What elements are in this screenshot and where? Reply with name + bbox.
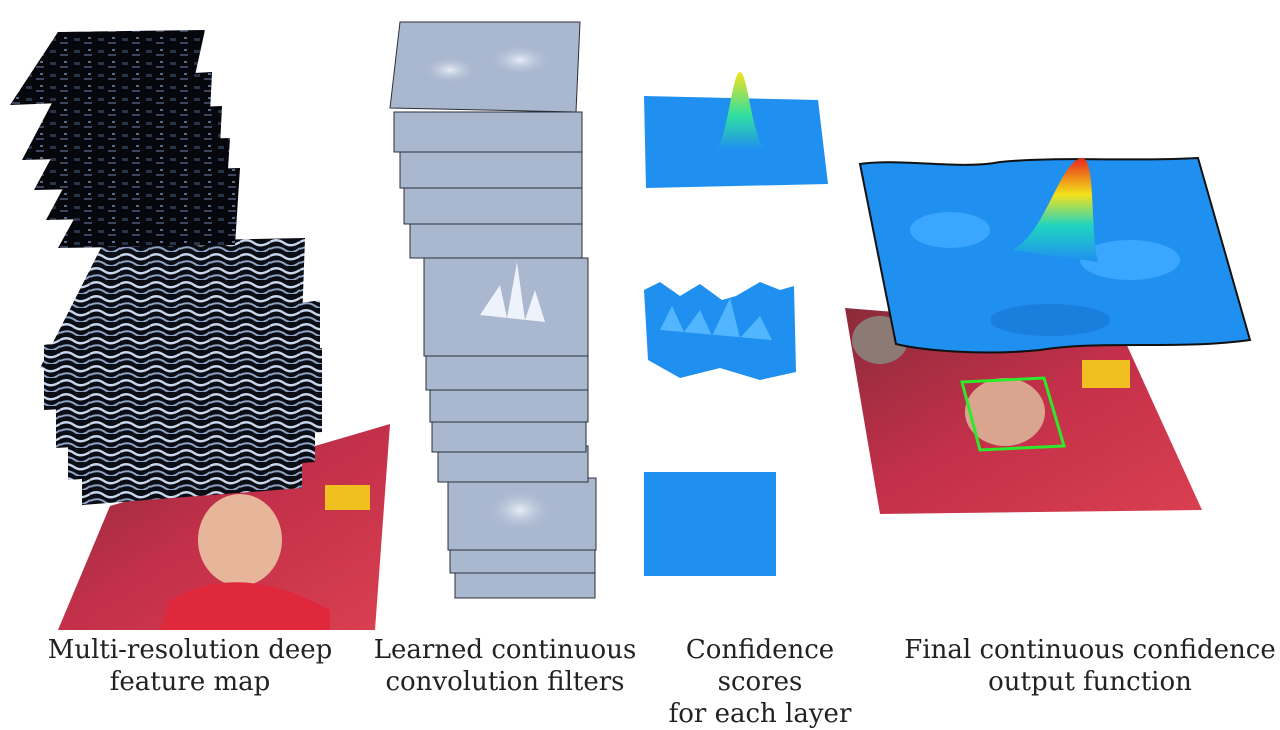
feature-map-stack bbox=[10, 30, 390, 630]
caption-scores: Confidence scores for each layer bbox=[640, 634, 880, 730]
caption-output: Final continuous confidence output funct… bbox=[900, 634, 1280, 698]
final-confidence-surface bbox=[858, 156, 1252, 354]
caption-output-line2: output function bbox=[988, 667, 1192, 697]
caption-filters: Learned continuous convolution filters bbox=[360, 634, 650, 698]
score-surface-3 bbox=[644, 472, 776, 576]
filter-layer bbox=[389, 21, 581, 113]
caption-features-line1: Multi-resolution deep bbox=[47, 635, 333, 665]
tracking-bounding-box bbox=[960, 376, 1066, 452]
feature-layer bbox=[10, 30, 205, 105]
final-output bbox=[845, 156, 1252, 514]
filter-layer bbox=[429, 387, 589, 423]
caption-output-line1: Final continuous confidence bbox=[904, 635, 1276, 665]
caption-filters-line1: Learned continuous bbox=[373, 635, 637, 665]
filter-layer bbox=[393, 111, 583, 153]
caption-scores-line1: Confidence scores bbox=[685, 635, 835, 697]
filter-layer bbox=[425, 355, 589, 391]
caption-filters-line2: convolution filters bbox=[385, 667, 625, 697]
method-diagram bbox=[10, 21, 1252, 630]
score-surface-1 bbox=[644, 72, 828, 188]
filter-layer bbox=[403, 187, 583, 225]
feature-layer bbox=[40, 238, 305, 378]
filter-layer bbox=[431, 417, 587, 453]
filter-layer bbox=[423, 257, 589, 357]
filter-layer bbox=[399, 151, 583, 189]
caption-features: Multi-resolution deep feature map bbox=[40, 634, 340, 698]
feature-photo bbox=[58, 424, 390, 630]
confidence-score-layers bbox=[644, 72, 828, 576]
caption-scores-line2: for each layer bbox=[668, 699, 852, 729]
filter-layer bbox=[409, 221, 583, 259]
caption-features-line2: feature map bbox=[109, 667, 271, 697]
filter-stack bbox=[389, 21, 597, 599]
score-surface-2 bbox=[644, 282, 796, 380]
